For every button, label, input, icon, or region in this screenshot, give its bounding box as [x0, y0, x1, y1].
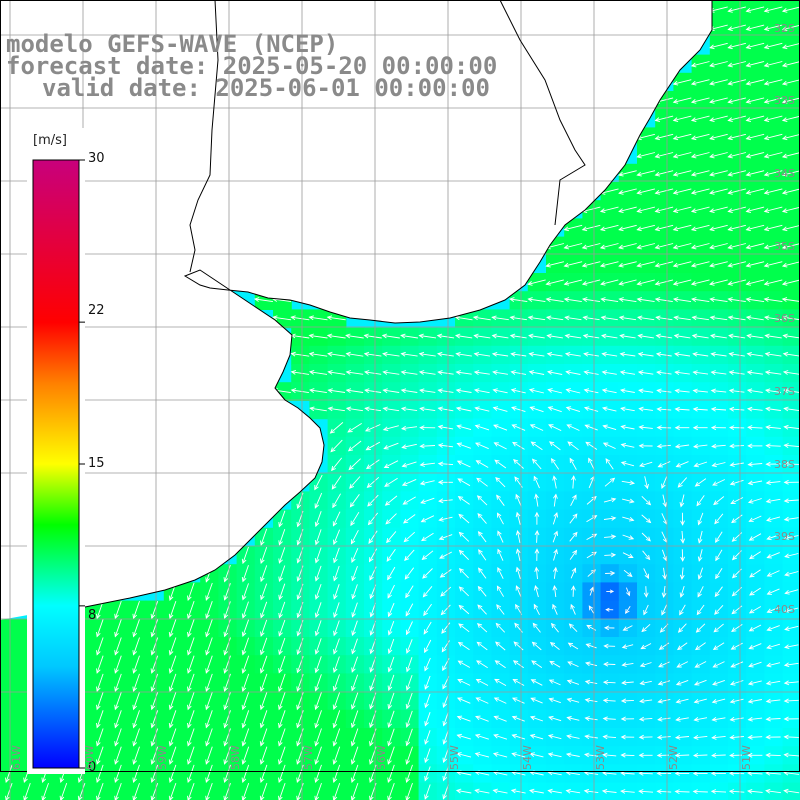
- lat-label: 35S: [774, 240, 795, 253]
- uruguay-river: [189, 0, 219, 273]
- lon-label: 55W: [448, 745, 461, 770]
- colorbar-unit: [m/s]: [33, 133, 67, 148]
- lat-label: 32S: [774, 22, 795, 35]
- lagoon-shore: [499, 0, 586, 226]
- wind-vectors: [5, 6, 800, 800]
- lon-label: 52W: [667, 745, 680, 770]
- colorbar-tick-15: 15: [88, 456, 105, 471]
- colorbar-tick-22: 22: [88, 303, 105, 318]
- lat-label: 34S: [774, 167, 795, 180]
- colorbar: [27, 128, 85, 774]
- colorbar-tick-8: 8: [88, 608, 97, 623]
- model-title: modelo GEFS-WAVE (NCEP): [6, 30, 339, 58]
- valid-date: valid date: 2025-06-01 00:00:00: [42, 74, 490, 102]
- colorbar-tick-30: 30: [88, 151, 105, 166]
- lat-label: 40S: [774, 603, 795, 616]
- lat-label: 36S: [774, 312, 795, 325]
- lon-label: 51W: [740, 745, 753, 770]
- lon-label: 60W: [83, 745, 96, 770]
- lat-label: 39S: [774, 530, 795, 543]
- lon-label: 61W: [10, 745, 23, 770]
- lon-label: 58W: [229, 745, 242, 770]
- colorbar-tick-0: 0: [88, 760, 97, 775]
- coastline-line: [27, 0, 713, 616]
- forecast-date: forecast date: 2025-05-20 00:00:00: [6, 52, 498, 80]
- land-mask: [0, 0, 712, 620]
- lat-label: 37S: [774, 385, 795, 398]
- lon-label: 54W: [521, 745, 534, 770]
- lon-label: 59W: [156, 745, 169, 770]
- coastline: [27, 0, 713, 616]
- lon-label: 56W: [375, 745, 388, 770]
- lat-label: 33S: [774, 94, 795, 107]
- lon-label: 53W: [594, 745, 607, 770]
- lat-label: 38S: [774, 458, 795, 471]
- colorbar-gradient: [32, 159, 80, 769]
- lon-label: 57W: [302, 745, 315, 770]
- land-area: [0, 0, 712, 620]
